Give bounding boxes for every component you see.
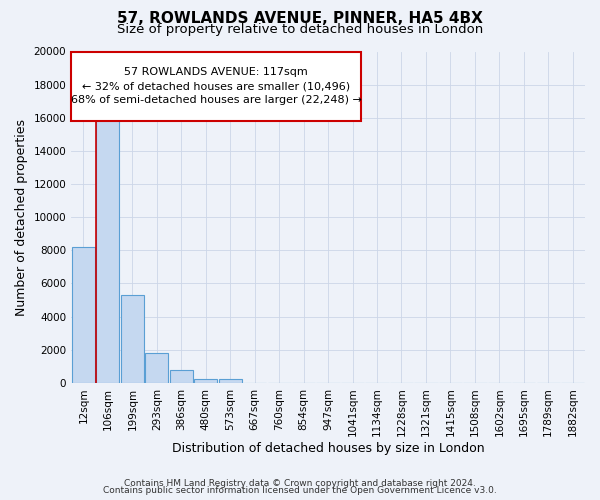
Text: 57, ROWLANDS AVENUE, PINNER, HA5 4BX: 57, ROWLANDS AVENUE, PINNER, HA5 4BX bbox=[117, 11, 483, 26]
Text: Contains HM Land Registry data © Crown copyright and database right 2024.: Contains HM Land Registry data © Crown c… bbox=[124, 478, 476, 488]
FancyBboxPatch shape bbox=[71, 52, 361, 121]
X-axis label: Distribution of detached houses by size in London: Distribution of detached houses by size … bbox=[172, 442, 484, 455]
Text: Size of property relative to detached houses in London: Size of property relative to detached ho… bbox=[117, 22, 483, 36]
Bar bbox=[121, 295, 144, 383]
Text: 57 ROWLANDS AVENUE: 117sqm
← 32% of detached houses are smaller (10,496)
68% of : 57 ROWLANDS AVENUE: 117sqm ← 32% of deta… bbox=[71, 68, 362, 106]
Bar bbox=[145, 353, 169, 383]
Bar bbox=[96, 108, 119, 383]
Bar bbox=[194, 378, 217, 383]
Bar bbox=[218, 378, 242, 383]
Y-axis label: Number of detached properties: Number of detached properties bbox=[15, 118, 28, 316]
Bar bbox=[72, 247, 95, 383]
Bar bbox=[170, 370, 193, 383]
Text: Contains public sector information licensed under the Open Government Licence v3: Contains public sector information licen… bbox=[103, 486, 497, 495]
